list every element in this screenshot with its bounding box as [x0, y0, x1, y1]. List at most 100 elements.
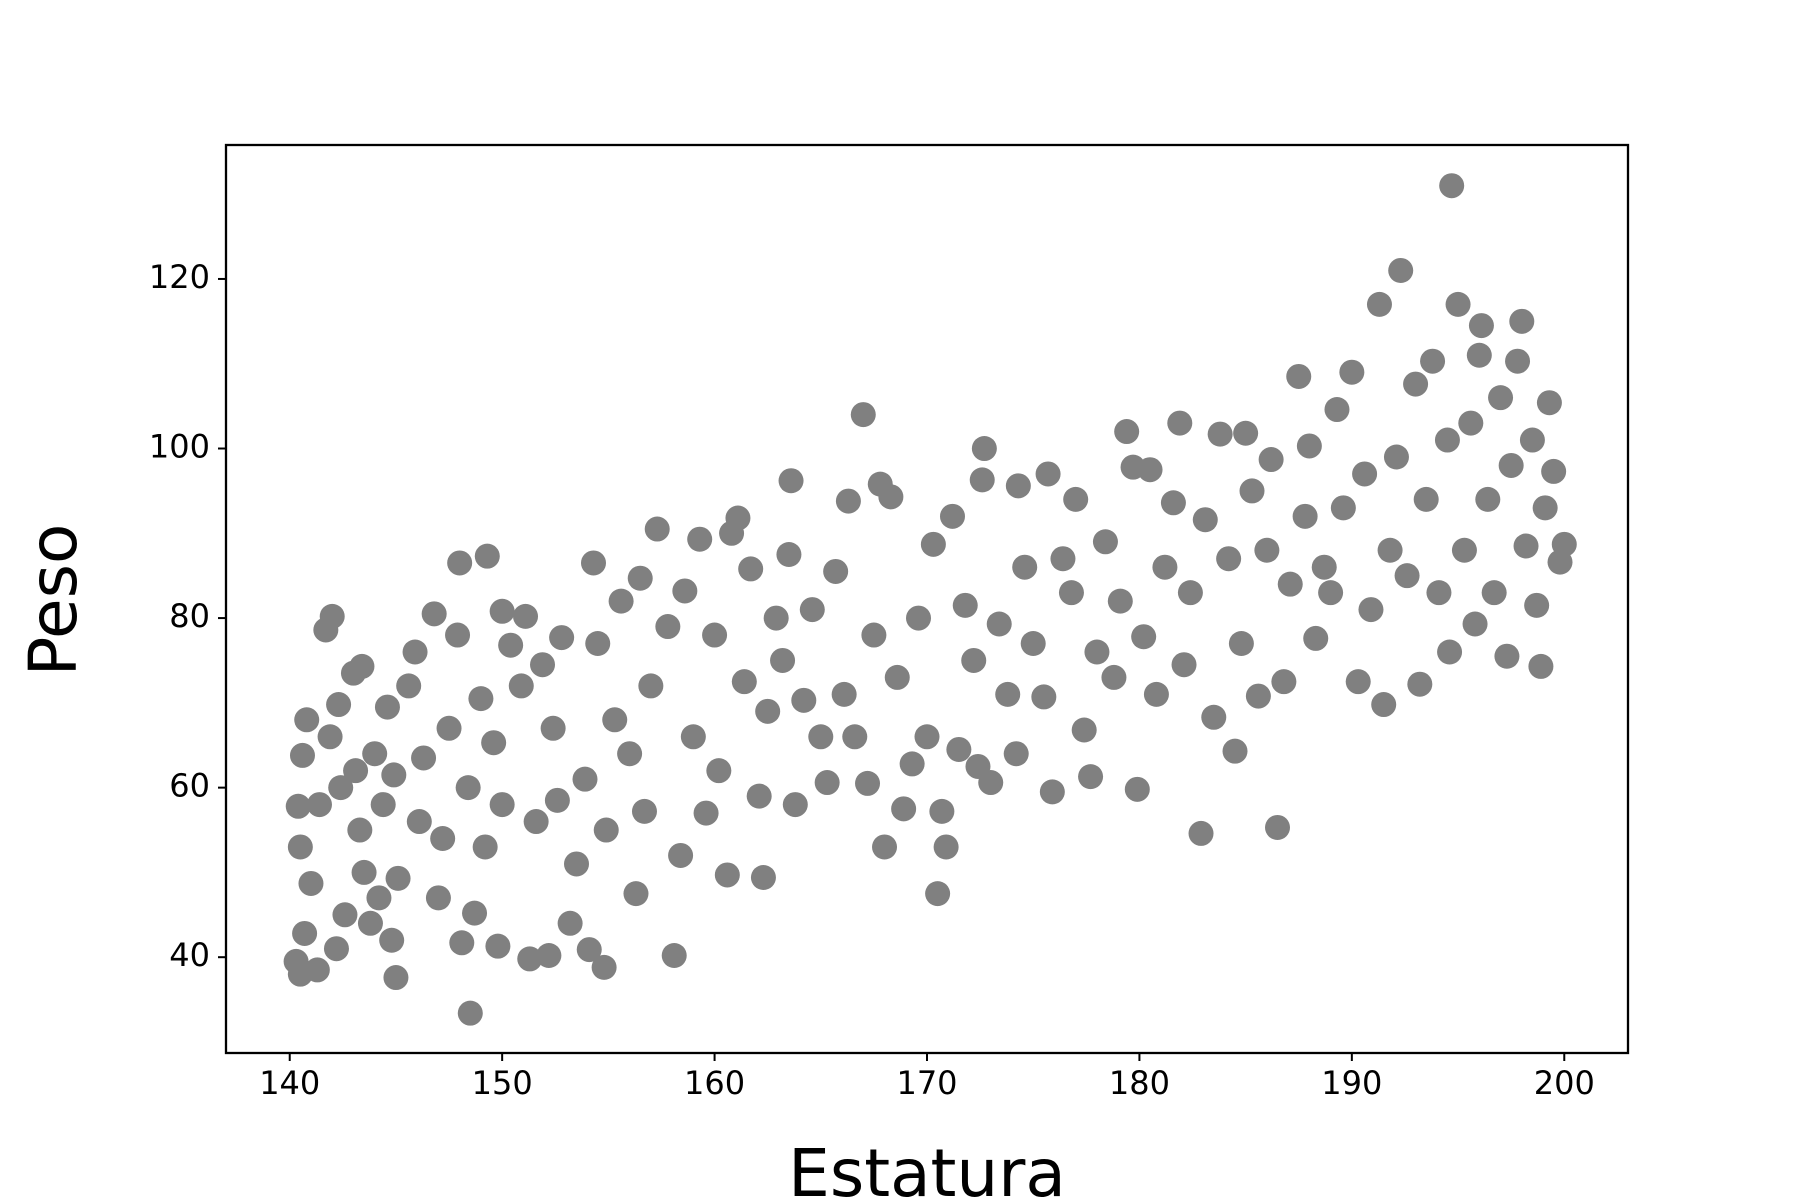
- point: [349, 653, 375, 679]
- point: [489, 598, 515, 624]
- point: [1167, 410, 1193, 436]
- point: [746, 783, 772, 809]
- point: [326, 692, 352, 718]
- point: [1233, 420, 1259, 446]
- point: [986, 611, 1012, 637]
- point: [457, 1000, 483, 1026]
- point: [808, 724, 834, 750]
- point: [485, 933, 511, 959]
- point: [1137, 457, 1163, 483]
- point: [323, 936, 349, 962]
- x-tick-label: 200: [1534, 1064, 1595, 1102]
- point: [1403, 371, 1429, 397]
- point: [304, 957, 330, 983]
- point: [1277, 571, 1303, 597]
- point: [319, 603, 345, 629]
- point: [693, 800, 719, 826]
- point: [1050, 546, 1076, 572]
- point: [1152, 554, 1178, 580]
- point: [939, 503, 965, 529]
- point: [778, 468, 804, 494]
- point: [1078, 764, 1104, 790]
- point: [668, 842, 694, 868]
- point: [383, 965, 409, 991]
- point: [1420, 348, 1446, 374]
- point: [823, 558, 849, 584]
- point: [580, 550, 606, 576]
- point: [961, 647, 987, 673]
- point: [1524, 592, 1550, 618]
- y-axis-label: Peso: [15, 524, 92, 677]
- point: [1394, 563, 1420, 589]
- point: [298, 870, 324, 896]
- point: [381, 762, 407, 788]
- point: [362, 741, 388, 767]
- point: [617, 741, 643, 767]
- point: [1505, 348, 1531, 374]
- point: [523, 809, 549, 835]
- point: [370, 792, 396, 818]
- point: [782, 792, 808, 818]
- point: [627, 565, 653, 591]
- point: [952, 592, 978, 618]
- point: [1475, 486, 1501, 512]
- point: [1451, 537, 1477, 563]
- point: [1377, 537, 1403, 563]
- point: [1143, 681, 1169, 707]
- point: [776, 541, 802, 567]
- point: [814, 770, 840, 796]
- point: [755, 698, 781, 724]
- point: [585, 631, 611, 657]
- point: [351, 859, 377, 885]
- point: [1413, 486, 1439, 512]
- point: [1239, 478, 1265, 504]
- x-tick-label: 190: [1321, 1064, 1382, 1102]
- point: [572, 766, 598, 792]
- point: [402, 639, 428, 665]
- point: [638, 673, 664, 699]
- point: [906, 605, 932, 631]
- point: [978, 770, 1004, 796]
- point: [714, 862, 740, 888]
- point: [468, 686, 494, 712]
- point: [842, 724, 868, 750]
- point: [374, 694, 400, 720]
- point: [831, 681, 857, 707]
- point: [1131, 624, 1157, 650]
- point: [861, 622, 887, 648]
- point: [1265, 814, 1290, 840]
- point: [1031, 684, 1057, 710]
- point: [1339, 359, 1365, 385]
- point: [1092, 529, 1118, 555]
- point: [306, 792, 332, 818]
- point: [396, 673, 422, 699]
- x-tick-label: 140: [259, 1064, 320, 1102]
- point: [1481, 580, 1507, 606]
- point: [1366, 291, 1392, 317]
- point: [680, 724, 706, 750]
- point: [1101, 664, 1127, 690]
- point: [872, 834, 898, 860]
- point: [328, 775, 354, 801]
- point: [1020, 631, 1046, 657]
- x-tick-label: 160: [684, 1064, 745, 1102]
- point: [385, 865, 411, 891]
- point: [1114, 419, 1140, 445]
- point: [544, 787, 570, 813]
- point: [1311, 554, 1337, 580]
- point: [455, 775, 481, 801]
- point: [644, 516, 670, 542]
- point: [1466, 342, 1492, 368]
- point: [430, 826, 456, 852]
- point: [1303, 625, 1329, 651]
- point: [1462, 611, 1488, 637]
- point: [513, 603, 539, 629]
- point: [406, 809, 432, 835]
- point: [445, 622, 471, 648]
- point: [602, 707, 628, 733]
- point: [285, 793, 311, 819]
- point: [1330, 495, 1356, 521]
- point: [725, 505, 751, 531]
- point: [1286, 363, 1312, 389]
- point: [1177, 580, 1203, 606]
